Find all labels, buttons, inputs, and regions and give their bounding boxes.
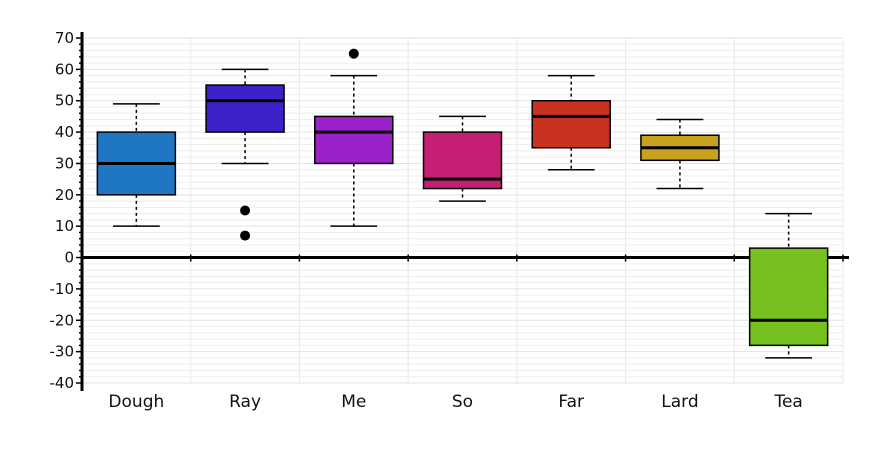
- y-tick-label: 50: [55, 92, 74, 110]
- x-axis-labels: Dough Ray Me So Far Lard Tea: [108, 392, 802, 412]
- box: [314, 115, 394, 165]
- x-category-label: Ray: [229, 392, 261, 412]
- grid-lines: [82, 37, 844, 384]
- outlier-point: [348, 48, 359, 59]
- box-group-me: [314, 48, 394, 227]
- y-tick-label: 0: [64, 249, 74, 267]
- box-group-ray: [205, 68, 285, 241]
- y-tick-label: 40: [55, 123, 74, 141]
- box: [748, 247, 829, 347]
- zero-line: [82, 254, 849, 262]
- box-group-tea: [748, 212, 829, 359]
- y-tick-label: 10: [55, 217, 74, 235]
- y-tick-label: 60: [55, 60, 74, 78]
- y-tick-label: 20: [55, 186, 74, 204]
- y-tick-label: -20: [50, 311, 75, 329]
- box-group-lard: [640, 118, 720, 190]
- x-category-label: So: [452, 392, 473, 412]
- x-category-label: Dough: [108, 392, 164, 412]
- box-group-far: [531, 74, 611, 171]
- y-tick-label: 70: [55, 29, 74, 47]
- x-category-label: Far: [558, 392, 584, 412]
- y-axis: 70 60 50 40 30 20 10 0 -10 -20 -30 -40: [50, 29, 84, 392]
- y-tick-label: -10: [50, 280, 75, 298]
- y-tick-label: -30: [50, 343, 75, 361]
- box-group-so: [422, 115, 503, 202]
- outlier-point: [240, 230, 251, 241]
- outlier-point: [240, 205, 251, 216]
- box: [205, 84, 285, 133]
- boxes: [96, 48, 829, 359]
- box: [531, 99, 611, 149]
- y-tick-label: 30: [55, 154, 74, 172]
- x-category-label: Tea: [773, 392, 802, 412]
- box-group-dough: [96, 103, 177, 227]
- x-category-label: Lard: [661, 392, 698, 412]
- x-category-label: Me: [341, 392, 366, 412]
- y-tick-label: -40: [50, 374, 75, 392]
